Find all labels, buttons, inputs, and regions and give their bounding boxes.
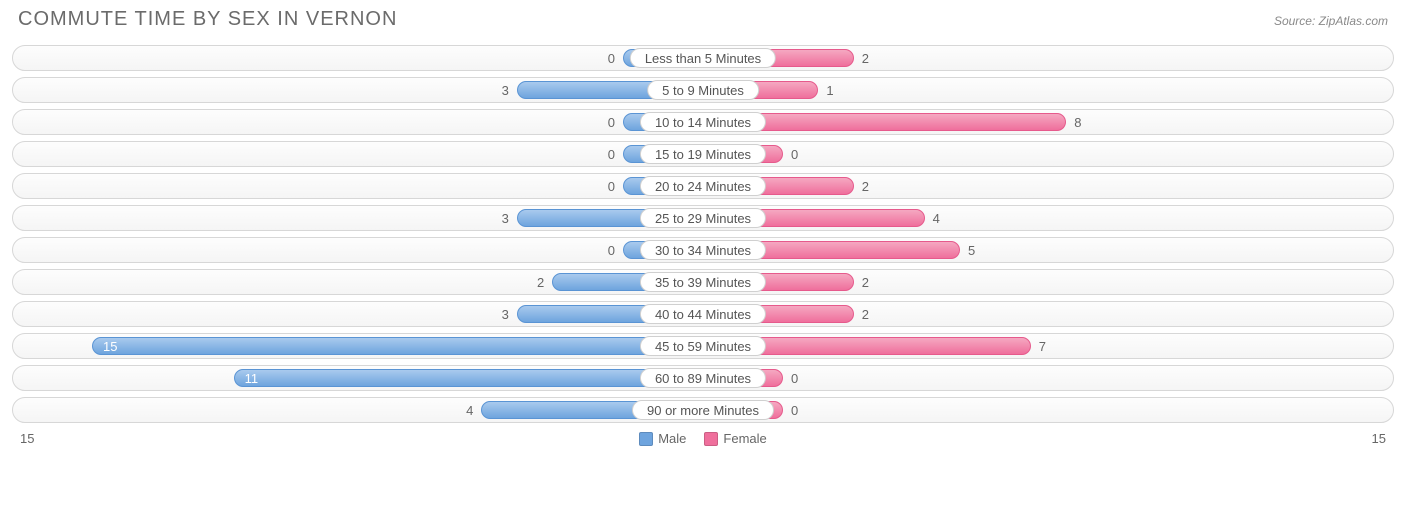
category-label: 20 to 24 Minutes: [640, 176, 766, 196]
chart-source: Source: ZipAtlas.com: [1274, 14, 1388, 28]
table-row: 11 0 60 to 89 Minutes: [12, 365, 1394, 391]
chart-title: COMMUTE TIME BY SEX IN VERNON: [18, 8, 397, 31]
male-value: 0: [602, 142, 621, 166]
category-label: 5 to 9 Minutes: [647, 80, 759, 100]
male-value: 3: [496, 302, 515, 326]
category-label: 60 to 89 Minutes: [640, 368, 766, 388]
male-bar: [92, 337, 703, 355]
chart-footer: 15 Male Female 15: [0, 431, 1406, 446]
category-label: 30 to 34 Minutes: [640, 240, 766, 260]
header: COMMUTE TIME BY SEX IN VERNON Source: Zi…: [0, 0, 1406, 35]
category-label: 35 to 39 Minutes: [640, 272, 766, 292]
female-value: 5: [962, 238, 981, 262]
table-row: 3 4 25 to 29 Minutes: [12, 205, 1394, 231]
legend-male-label: Male: [658, 431, 686, 446]
male-value: 0: [602, 174, 621, 198]
female-value: 2: [856, 270, 875, 294]
male-value: 3: [496, 78, 515, 102]
category-label: 15 to 19 Minutes: [640, 144, 766, 164]
male-value: 11: [239, 366, 265, 390]
male-swatch-icon: [639, 432, 653, 446]
axis-left-max: 15: [20, 431, 34, 446]
female-value: 8: [1068, 110, 1087, 134]
table-row: 3 2 40 to 44 Minutes: [12, 301, 1394, 327]
male-bar: [234, 369, 703, 387]
axis-right-max: 15: [1372, 431, 1386, 446]
table-row: 2 2 35 to 39 Minutes: [12, 269, 1394, 295]
female-value: 0: [785, 398, 804, 422]
table-row: 0 8 10 to 14 Minutes: [12, 109, 1394, 135]
chart-area: 0 2 Less than 5 Minutes 3 1 5 to 9 Minutes 0 8 1…: [0, 35, 1406, 431]
category-label: 25 to 29 Minutes: [640, 208, 766, 228]
table-row: 0 5 30 to 34 Minutes: [12, 237, 1394, 263]
male-value: 0: [602, 46, 621, 70]
male-value: 2: [531, 270, 550, 294]
female-value: 2: [856, 174, 875, 198]
table-row: 0 2 20 to 24 Minutes: [12, 173, 1394, 199]
female-value: 0: [785, 142, 804, 166]
table-row: 4 0 90 or more Minutes: [12, 397, 1394, 423]
female-value: 0: [785, 366, 804, 390]
male-value: 0: [602, 238, 621, 262]
legend: Male Female: [639, 431, 767, 446]
legend-male: Male: [639, 431, 686, 446]
female-value: 4: [927, 206, 946, 230]
female-value: 2: [856, 302, 875, 326]
category-label: 10 to 14 Minutes: [640, 112, 766, 132]
category-label: 40 to 44 Minutes: [640, 304, 766, 324]
male-value: 4: [460, 398, 479, 422]
category-label: 90 or more Minutes: [632, 400, 774, 420]
female-swatch-icon: [704, 432, 718, 446]
female-value: 7: [1033, 334, 1052, 358]
legend-female-label: Female: [723, 431, 766, 446]
female-value: 1: [820, 78, 839, 102]
table-row: 0 2 Less than 5 Minutes: [12, 45, 1394, 71]
legend-female: Female: [704, 431, 766, 446]
male-value: 0: [602, 110, 621, 134]
category-label: Less than 5 Minutes: [630, 48, 776, 68]
table-row: 15 7 45 to 59 Minutes: [12, 333, 1394, 359]
female-value: 2: [856, 46, 875, 70]
category-label: 45 to 59 Minutes: [640, 336, 766, 356]
male-value: 3: [496, 206, 515, 230]
table-row: 0 0 15 to 19 Minutes: [12, 141, 1394, 167]
table-row: 3 1 5 to 9 Minutes: [12, 77, 1394, 103]
male-value: 15: [97, 334, 123, 358]
